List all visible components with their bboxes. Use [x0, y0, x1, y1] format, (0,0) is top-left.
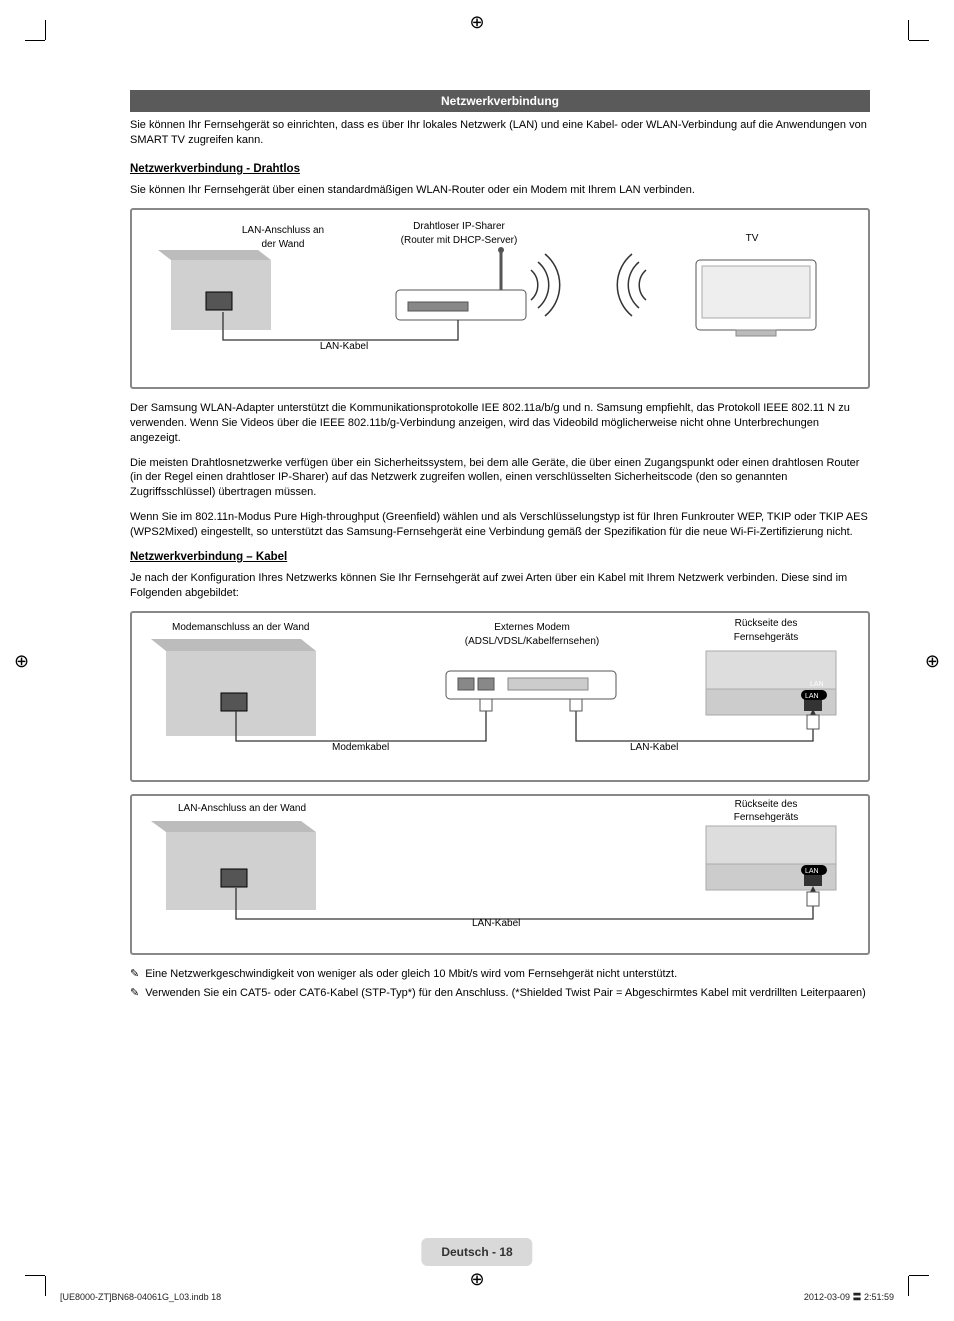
wall-port-label-1: LAN-Anschluss an — [242, 225, 324, 236]
svg-text:LAN: LAN — [810, 681, 824, 688]
wireless-para-1: Der Samsung WLAN-Adapter unterstützt die… — [130, 401, 870, 446]
crop-mark — [908, 20, 909, 40]
tv-back-label-2: Fernsehgeräts — [734, 632, 798, 643]
lan-cable-label: LAN-Kabel — [304, 340, 384, 354]
router-label-1: Drahtloser IP-Sharer — [413, 221, 505, 232]
note-icon: ✎ — [130, 986, 139, 1001]
ext-modem-label-2: (ADSL/VDSL/Kabelfernsehen) — [465, 636, 600, 647]
footnotes: ✎ Eine Netzwerkgeschwindigkeit von wenig… — [130, 967, 870, 1001]
crop-mark — [25, 40, 45, 41]
tv-back-label-4: Fernsehgeräts — [734, 812, 798, 823]
modem-cable-label: Modemkabel — [332, 741, 389, 755]
wired-diagram-direct: LAN LAN-Anschluss an der Wand Rückseite … — [130, 794, 870, 955]
section-title-bar: Netzwerkverbindung — [130, 90, 870, 112]
note-1: Eine Netzwerkgeschwindigkeit von weniger… — [145, 967, 677, 982]
wireless-diagram: LAN-Anschluss an der Wand Drahtloser IP-… — [130, 208, 870, 389]
wireless-desc: Sie können Ihr Fernsehgerät über einen s… — [130, 183, 870, 198]
crop-mark — [909, 40, 929, 41]
tv-label: TV — [722, 232, 782, 246]
tv-back-label-3: Rückseite des — [735, 799, 798, 810]
print-footer: [UE8000-ZT]BN68-04061G_L03.indb 18 2012-… — [60, 1291, 894, 1303]
wireless-heading: Netzwerkverbindung - Drahtlos — [130, 162, 870, 178]
tv-back-label-1: Rückseite des — [735, 618, 798, 629]
page-number-pill: Deutsch - 18 — [421, 1238, 532, 1266]
router-label-2: (Router mit DHCP-Server) — [401, 235, 518, 246]
lan-cable-label-2: LAN-Kabel — [630, 741, 678, 755]
registration-mark-bottom: ⊕ — [469, 1267, 484, 1291]
crop-mark — [25, 1275, 45, 1276]
crop-mark — [909, 1275, 929, 1276]
wireless-para-3: Wenn Sie im 802.11n-Modus Pure High-thro… — [130, 510, 870, 540]
wired-diagram-modem: LAN LAN Modemanschluss an der Wand Exter… — [130, 611, 870, 782]
registration-mark-right: ⊕ — [925, 648, 940, 672]
wireless-para-2: Die meisten Drahtlosnetzwerke verfügen ü… — [130, 456, 870, 501]
crop-mark — [45, 1276, 46, 1296]
crop-mark — [908, 1276, 909, 1296]
wired-heading: Netzwerkverbindung – Kabel — [130, 550, 870, 566]
svg-text:LAN: LAN — [805, 693, 819, 700]
intro-text: Sie können Ihr Fernsehgerät so einrichte… — [130, 118, 870, 148]
wired-desc: Je nach der Konfiguration Ihres Netzwerk… — [130, 571, 870, 601]
wall-port-label-2: der Wand — [262, 239, 305, 250]
page-content: Netzwerkverbindung Sie können Ihr Fernse… — [130, 90, 870, 1004]
lan-cable-label-3: LAN-Kabel — [472, 917, 520, 931]
modem-wall-label: Modemanschluss an der Wand — [172, 621, 309, 635]
svg-text:LAN: LAN — [805, 868, 819, 875]
ext-modem-label-1: Externes Modem — [494, 622, 570, 633]
footer-right: 2012-03-09 〓 2:51:59 — [804, 1291, 894, 1303]
crop-mark — [45, 20, 46, 40]
registration-mark-top: ⊕ — [469, 10, 484, 34]
note-2: Verwenden Sie ein CAT5- oder CAT6-Kabel … — [145, 986, 866, 1001]
footer-left: [UE8000-ZT]BN68-04061G_L03.indb 18 — [60, 1291, 221, 1303]
registration-mark-left: ⊕ — [14, 648, 29, 672]
lan-wall-label-2: LAN-Anschluss an der Wand — [178, 802, 306, 816]
note-icon: ✎ — [130, 967, 139, 982]
